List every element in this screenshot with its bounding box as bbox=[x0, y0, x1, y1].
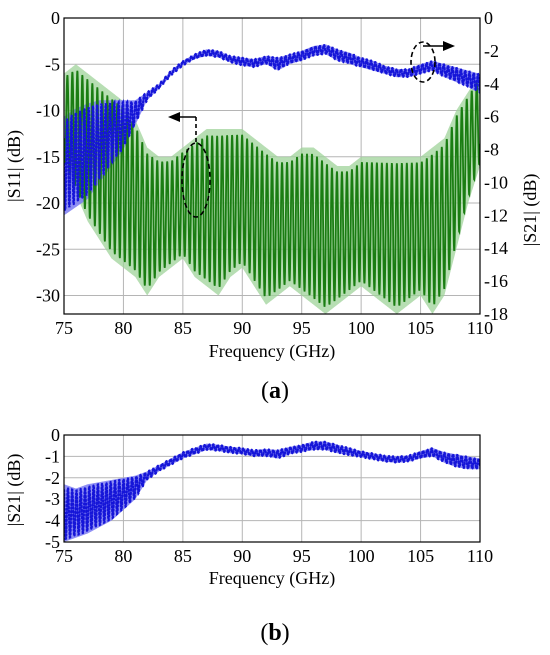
x-tick-label: 110 bbox=[467, 546, 493, 566]
panel-a-left-axis-label: |S11| (dB) bbox=[4, 130, 25, 202]
panel-b-bands bbox=[64, 441, 480, 542]
s21-dashed-ellipse bbox=[410, 41, 436, 83]
left-tick-label: -5 bbox=[45, 54, 60, 74]
left-tick-label: -5 bbox=[45, 532, 60, 552]
panel-b-y-axis-label: |S21| (dB) bbox=[4, 454, 25, 527]
x-tick-label: 105 bbox=[407, 318, 434, 338]
right-tick-label: -18 bbox=[484, 304, 508, 324]
s11-dashed-ellipse bbox=[181, 142, 211, 218]
x-tick-label: 75 bbox=[55, 546, 73, 566]
right-tick-label: -2 bbox=[484, 41, 499, 61]
x-tick-label: 85 bbox=[174, 318, 192, 338]
right-tick-label: -10 bbox=[484, 172, 508, 192]
x-tick-label: 110 bbox=[467, 318, 493, 338]
panel-a-left-tick-labels: 0 -5 -10 -15 -20 -25 -30 bbox=[36, 8, 60, 306]
panel-a-label-close: ) bbox=[281, 378, 289, 404]
panel-b-label-open: ( bbox=[260, 620, 268, 646]
left-tick-label: -10 bbox=[36, 101, 60, 121]
panel-b-x-tick-labels: 75 80 85 90 95 100 105 110 bbox=[55, 546, 493, 566]
panel-a-series-lines bbox=[64, 43, 480, 307]
left-arrow-icon bbox=[168, 112, 180, 122]
left-tick-label: -30 bbox=[36, 286, 60, 306]
right-arrow-icon bbox=[443, 41, 455, 51]
panel-a-label-open: ( bbox=[261, 378, 269, 404]
x-tick-label: 90 bbox=[233, 318, 251, 338]
x-tick-label: 95 bbox=[293, 546, 311, 566]
panel-b-x-axis-label: Frequency (GHz) bbox=[209, 568, 335, 589]
right-tick-label: 0 bbox=[484, 8, 493, 28]
panel-a-right-axis-label: |S21| (dB) bbox=[520, 174, 541, 247]
panel-b-label-letter: b bbox=[268, 620, 281, 646]
left-tick-label: 0 bbox=[51, 8, 60, 28]
x-tick-label: 95 bbox=[293, 318, 311, 338]
panel-a-chart: 75 80 85 90 95 100 105 110 0-5-10-15-20-25-30 0… bbox=[4, 8, 541, 404]
panel-b-label: (b) bbox=[260, 620, 289, 646]
s21-series-line bbox=[64, 43, 480, 211]
panel-a-x-tick-labels: 75 80 85 90 95 100 105 110 bbox=[55, 318, 493, 338]
x-tick-label: 85 bbox=[174, 546, 192, 566]
right-tick-label: -16 bbox=[484, 271, 508, 291]
panel-b-series-lines bbox=[64, 440, 480, 541]
x-tick-label: 80 bbox=[114, 318, 132, 338]
right-tick-label: -12 bbox=[484, 205, 508, 225]
left-tick-label: -1 bbox=[45, 446, 60, 466]
s11-axis-annotation bbox=[168, 112, 211, 218]
s11-series-line bbox=[64, 70, 480, 307]
panel-b-frame bbox=[63, 434, 481, 543]
right-tick-label: -8 bbox=[484, 140, 499, 160]
x-tick-label: 90 bbox=[233, 546, 251, 566]
left-tick-label: -2 bbox=[45, 468, 60, 488]
x-tick-label: 105 bbox=[407, 546, 434, 566]
left-tick-label: 0 bbox=[51, 425, 60, 445]
panel-b-y-tick-labels: 0-1-2-3-4-5 bbox=[45, 425, 60, 552]
left-tick-label: -20 bbox=[36, 193, 60, 213]
x-tick-label: 80 bbox=[114, 546, 132, 566]
right-tick-label: -4 bbox=[484, 74, 499, 94]
x-tick-label: 100 bbox=[348, 546, 375, 566]
left-tick-label: -4 bbox=[45, 511, 60, 531]
s21-series-line bbox=[64, 440, 480, 541]
s21-uncertainty-band bbox=[64, 441, 480, 542]
left-tick-label: -15 bbox=[36, 147, 60, 167]
x-tick-label: 75 bbox=[55, 318, 73, 338]
panel-a-right-tick-labels: 0 -2 -4 -6 -8 -10 -12 -14 -16 -18 bbox=[484, 8, 508, 324]
panel-b-label-close: ) bbox=[282, 620, 290, 646]
left-tick-label: -25 bbox=[36, 239, 60, 259]
panel-a-x-axis-label: Frequency (GHz) bbox=[209, 341, 335, 362]
panel-b-chart: 75 80 85 90 95 100 105 110 0-1-2-3-4-5 Frequenc… bbox=[4, 425, 493, 646]
x-tick-label: 100 bbox=[348, 318, 375, 338]
panel-a-label-letter: a bbox=[269, 378, 281, 404]
panel-a-frame bbox=[63, 17, 481, 315]
right-tick-label: -6 bbox=[484, 107, 499, 127]
right-tick-label: -14 bbox=[484, 238, 508, 258]
s21-axis-annotation bbox=[410, 41, 455, 83]
panel-a-label: (a) bbox=[261, 378, 289, 404]
left-tick-label: -3 bbox=[45, 489, 60, 509]
